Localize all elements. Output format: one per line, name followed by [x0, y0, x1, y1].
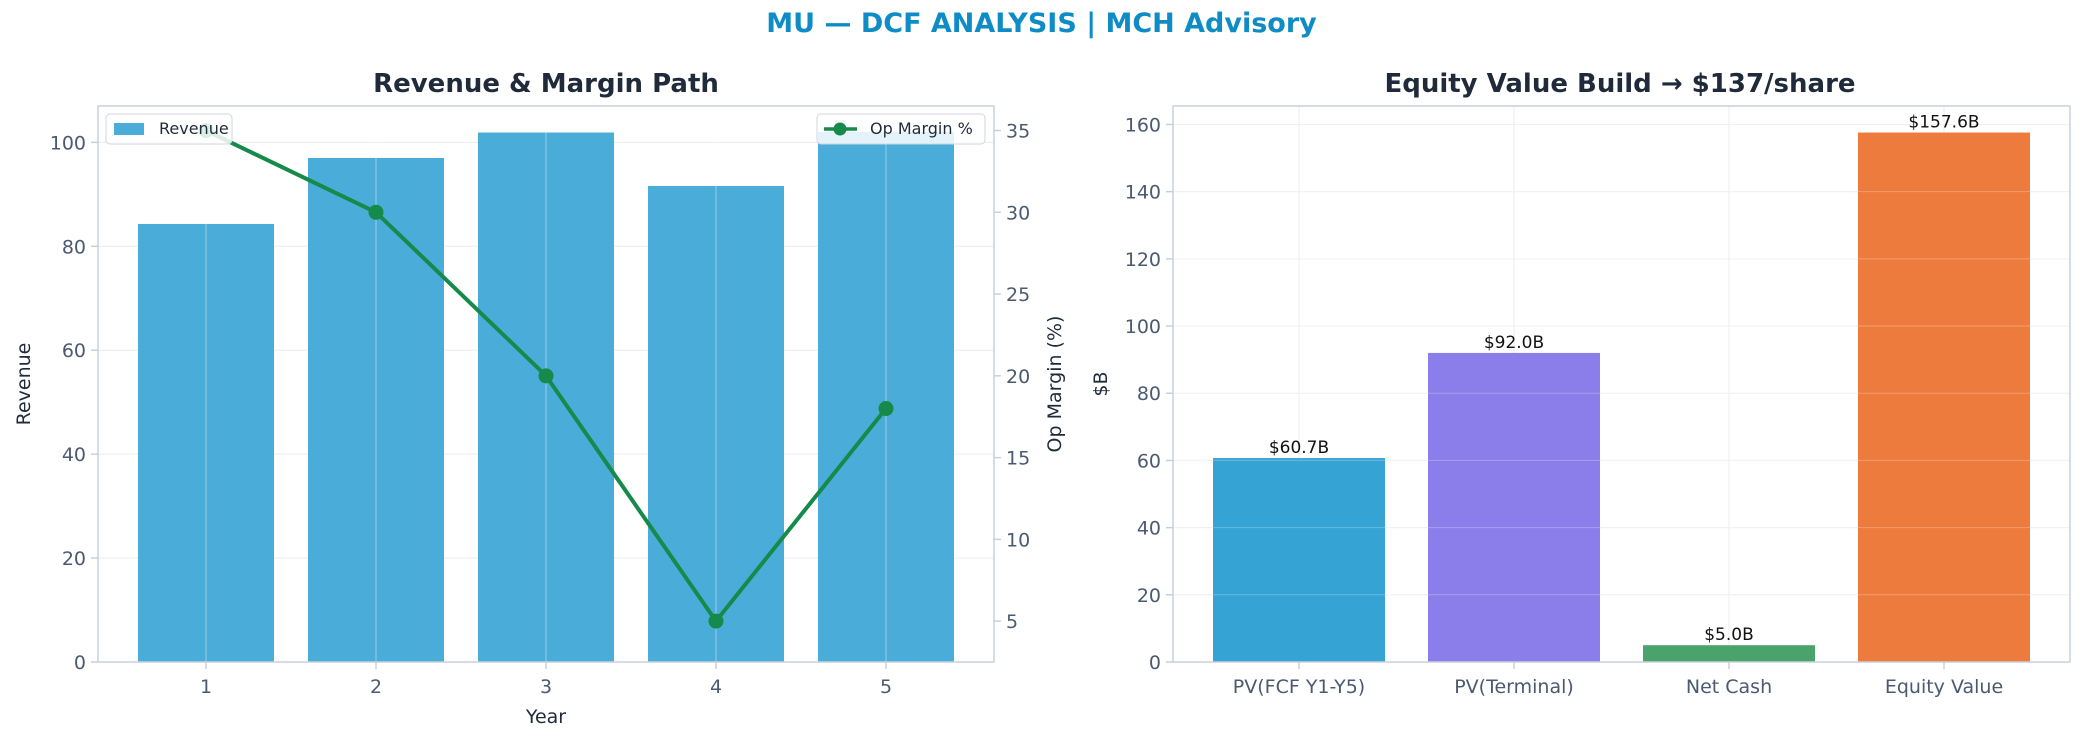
right-y-tick-label: 20 [1006, 366, 1030, 388]
left-x-tick-label: 2 [370, 676, 382, 698]
equity-bars [1173, 123, 2070, 663]
right-y-tick-label: 15 [1006, 448, 1030, 470]
right-chart-y-tick-label: 60 [1137, 450, 1161, 472]
right-y-tick-label: 25 [1006, 284, 1030, 306]
equity-build-chart: Equity Value Build → $137/share $60.7B $9… [1090, 69, 2071, 698]
left-x-tick-label: 4 [710, 676, 722, 698]
left-chart-title: Revenue & Margin Path [373, 69, 719, 99]
op-margin-point [368, 204, 384, 220]
equity-bar-value-label: $92.0B [1484, 333, 1544, 353]
right-chart-y-axis-label: $B [1090, 371, 1112, 396]
right-y-tick-label: 5 [1006, 611, 1018, 633]
equity-bar [1858, 132, 2030, 663]
revenue-bar [648, 186, 784, 662]
revenue-bar [138, 223, 274, 662]
revenue-legend: Revenue [105, 113, 233, 145]
left-y-tick-label: 100 [50, 132, 86, 154]
figure-title: MU — DCF ANALYSIS | MCH Advisory [766, 8, 1317, 39]
right-chart-y-tick-label: 160 [1125, 114, 1161, 136]
left-y-tick-label: 0 [74, 652, 86, 674]
right-y-tick-label: 35 [1006, 121, 1030, 143]
left-x-tick-label: 1 [200, 676, 212, 698]
right-chart-x-ticks: PV(FCF Y1-Y5) PV(Terminal) Net Cash Equity … [1233, 662, 2003, 698]
equity-bar [1643, 645, 1815, 662]
left-y-tick-label: 60 [62, 340, 86, 362]
right-chart-y-tick-label: 120 [1125, 249, 1161, 271]
equity-bar-value-label: $157.6B [1908, 113, 1979, 133]
revenue-legend-label: Revenue [159, 119, 229, 138]
right-chart-y-ticks: 0 20 40 60 80 100 120 140 160 [1125, 114, 1173, 674]
op-margin-point [708, 613, 724, 629]
revenue-bars [138, 131, 954, 663]
right-y-axis-label: Op Margin (%) [1044, 316, 1066, 453]
revenue-bar [818, 131, 954, 662]
left-y-tick-label: 80 [62, 236, 86, 258]
right-y-ticks: 5 10 15 20 25 30 35 [994, 121, 1030, 633]
right-plot-frame [1172, 105, 2071, 663]
op-margin-legend-label: Op Margin % [870, 119, 973, 138]
right-chart-x-tick-label: PV(FCF Y1-Y5) [1233, 676, 1365, 698]
left-x-tick-label: 5 [880, 676, 892, 698]
right-chart-x-tick-label: Equity Value [1885, 676, 2003, 698]
op-margin-legend: Op Margin % [816, 113, 986, 145]
equity-bar-labels: $60.7B $92.0B $5.0B $157.6B [1269, 113, 1980, 646]
equity-bar-value-label: $5.0B [1704, 625, 1754, 645]
right-chart-y-tick-label: 0 [1149, 652, 1161, 674]
right-y-tick-label: 30 [1006, 202, 1030, 224]
left-y-axis-label: Revenue [13, 343, 35, 426]
right-chart-y-tick-label: 40 [1137, 518, 1161, 540]
right-chart-y-tick-label: 140 [1125, 182, 1161, 204]
equity-bar-value-label: $60.7B [1269, 438, 1329, 458]
equity-bar [1213, 458, 1385, 662]
left-y-tick-label: 20 [62, 548, 86, 570]
right-y-tick-label: 10 [1006, 529, 1030, 551]
revenue-bar [478, 132, 614, 663]
right-chart-y-tick-label: 80 [1137, 383, 1161, 405]
right-chart-y-tick-label: 100 [1125, 316, 1161, 338]
right-chart-x-tick-label: Net Cash [1686, 676, 1772, 698]
left-x-axis-label: Year [525, 706, 566, 728]
right-chart-title: Equity Value Build → $137/share [1384, 69, 1855, 99]
op-margin-legend-marker [833, 122, 847, 136]
op-margin-point [878, 401, 894, 417]
left-y-ticks: 0 20 40 60 80 100 [50, 132, 86, 674]
left-x-ticks: 1 2 3 4 5 [200, 662, 892, 698]
right-chart-x-tick-label: PV(Terminal) [1454, 676, 1574, 698]
left-vertical-grid [91, 106, 887, 663]
revenue-legend-swatch [114, 123, 144, 135]
left-x-tick-label: 3 [540, 676, 552, 698]
equity-bar [1428, 352, 1600, 662]
left-y-tick-label: 40 [62, 444, 86, 466]
revenue-bar [308, 157, 444, 662]
right-chart-y-tick-label: 20 [1137, 585, 1161, 607]
op-margin-point [538, 368, 554, 384]
